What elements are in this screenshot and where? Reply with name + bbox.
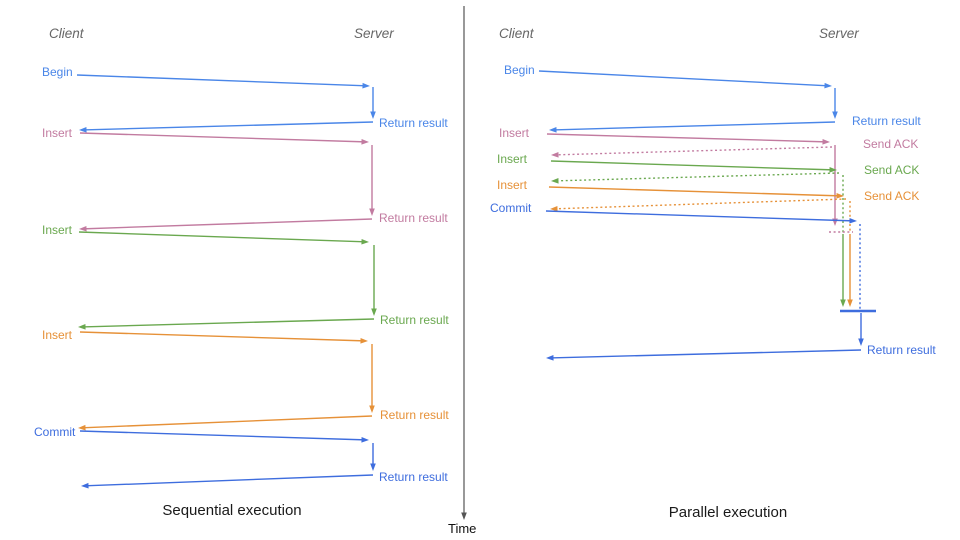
- seq-insert2-exec: [371, 245, 377, 316]
- par-client-label: Client: [499, 26, 534, 41]
- seq-op-commit: Commit: [34, 425, 76, 439]
- seq-insert1-request: [79, 132, 369, 145]
- par-insert3-ack: [550, 198, 847, 212]
- par-ack-insert2: Send ACK: [864, 163, 920, 177]
- par-begin-request: [538, 70, 832, 89]
- par-result-commit: Return result: [867, 343, 936, 357]
- par-result-begin: Return result: [852, 114, 921, 128]
- seq-insert2-request: [78, 231, 369, 245]
- par-insert2-request: [550, 160, 837, 173]
- seq-insert1-return: [79, 218, 373, 232]
- par-begin-return: [549, 121, 836, 133]
- time-axis: [461, 6, 467, 520]
- seq-insert2-return: [78, 318, 375, 330]
- seq-begin-return: [79, 121, 374, 133]
- seq-insert3-exec: [369, 344, 375, 413]
- par-panel-title: Parallel execution: [668, 504, 788, 521]
- seq-begin-request: [76, 74, 370, 89]
- seq-commit-exec: [370, 443, 376, 471]
- seq-result-insert3: Return result: [380, 408, 449, 422]
- seq-insert3-request: [79, 331, 368, 344]
- seq-result-begin: Return result: [379, 116, 448, 130]
- seq-op-insert3: Insert: [42, 328, 73, 342]
- seq-server-label: Server: [354, 26, 394, 41]
- par-insert1-exec: [832, 145, 838, 226]
- par-server-label: Server: [819, 26, 859, 41]
- seq-result-insert1: Return result: [379, 211, 448, 225]
- seq-insert1-exec: [369, 145, 375, 216]
- seq-commit-request: [79, 430, 369, 443]
- par-begin-exec: [832, 88, 838, 119]
- seq-result-insert2: Return result: [380, 313, 449, 327]
- seq-result-commit: Return result: [379, 470, 448, 484]
- par-insert3-request: [548, 186, 844, 199]
- seq-op-insert2: Insert: [42, 223, 73, 237]
- par-ack-insert3: Send ACK: [864, 189, 920, 203]
- par-insert2-ack: [551, 172, 840, 184]
- seq-commit-return: [81, 474, 374, 489]
- seq-begin-exec: [370, 87, 376, 119]
- par-commit-return: [546, 349, 862, 361]
- seq-panel-title: Sequential execution: [162, 502, 302, 519]
- par-op-insert3: Insert: [497, 178, 528, 192]
- seq-op-begin: Begin: [42, 65, 73, 79]
- par-op-begin: Begin: [504, 63, 535, 77]
- par-op-insert1: Insert: [499, 126, 530, 140]
- par-insert2-exec: [840, 234, 846, 307]
- par-ack-insert1: Send ACK: [863, 137, 919, 151]
- time-axis-label: Time: [448, 521, 477, 536]
- seq-op-insert1: Insert: [42, 126, 73, 140]
- par-commit-exec: [858, 313, 864, 346]
- par-commit-request: [545, 210, 857, 224]
- seq-insert3-return: [78, 415, 373, 431]
- seq-client-label: Client: [49, 26, 84, 41]
- par-insert3-exec: [847, 234, 853, 307]
- par-op-insert2: Insert: [497, 152, 528, 166]
- par-op-commit: Commit: [490, 201, 532, 215]
- par-insert1-request: [546, 133, 830, 145]
- par-insert1-ack: [551, 146, 833, 158]
